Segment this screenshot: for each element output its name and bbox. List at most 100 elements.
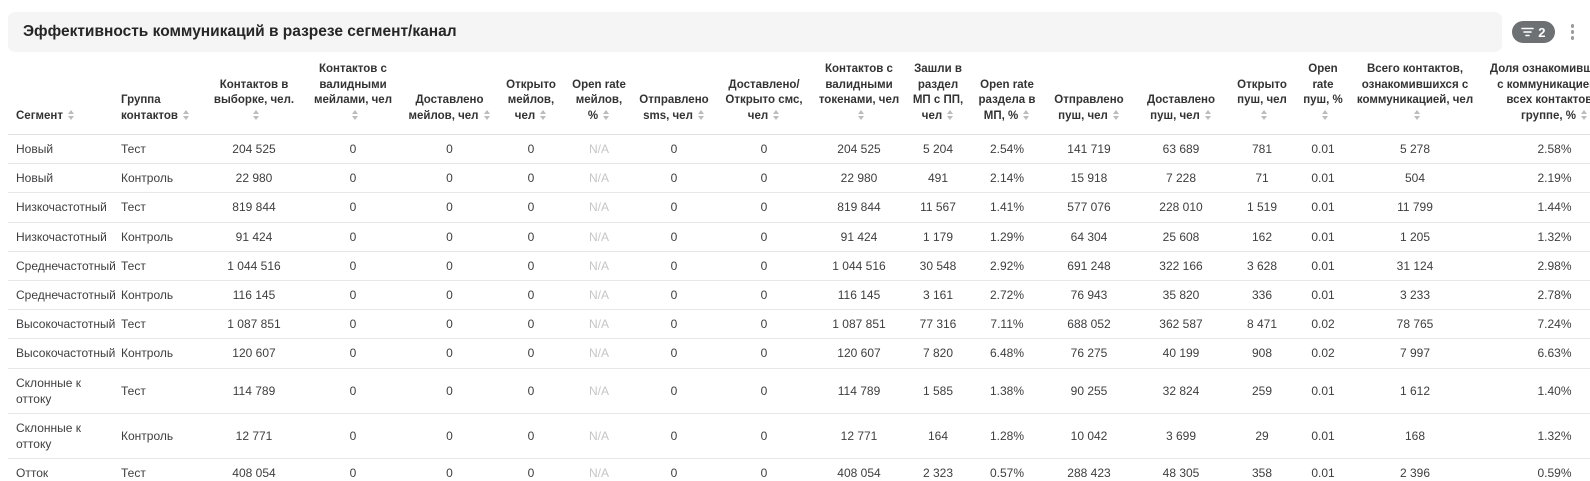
sort-icon[interactable] [697,109,705,120]
cell: Тест [116,192,204,223]
column-label: Доля ознакомившихся с коммуникацией от в… [1489,63,1590,122]
cell: 0.02 [1297,309,1349,340]
cell: 22 980 [813,163,905,194]
column-header-2[interactable]: Группа контактов [116,58,204,136]
cell: 2.54% [971,134,1043,165]
cell: 0 [304,222,402,252]
filter-badge-count: 2 [1538,24,1546,40]
sort-icon[interactable] [602,109,610,120]
segment-cell: Высокочастотный [8,338,116,369]
table-row: Среднечастотный Контроль 116 145 0 0 0 N/A 0 0 11… [8,280,1590,311]
cell: 1.44% [1481,192,1590,223]
cell: 0.57% [971,458,1043,481]
column-header-18[interactable]: Доля ознакомившихся с коммуникацией от в… [1481,58,1590,136]
column-header-7[interactable]: Open rate мейлов, % [565,58,633,136]
column-header-9[interactable]: Доставлено/Открыто смс, чел [715,58,813,136]
cell: 908 [1227,338,1297,369]
cell: 0 [715,163,813,194]
sort-icon[interactable] [1580,109,1588,120]
cell: 0 [402,413,497,460]
cell: 15 918 [1043,163,1135,194]
sort-icon[interactable] [67,109,75,120]
cell: Тест [116,251,204,282]
sort-icon[interactable] [1112,109,1120,120]
cell: 32 824 [1135,368,1227,414]
cell: N/A [565,280,633,311]
sort-icon[interactable] [857,109,865,120]
cell: 0 [497,192,565,223]
sort-icon[interactable] [483,109,491,120]
cell: 114 789 [813,368,905,414]
sort-icon[interactable] [1321,109,1329,120]
segment-cell: Новый [8,134,116,165]
cell: 0 [304,251,402,282]
cell: 0 [402,368,497,414]
cell: N/A [565,163,633,194]
table-row: Отток Тест 408 054 0 0 0 N/A 0 0 408 054 2 323 0.57… [8,458,1590,481]
cell: 1 087 851 [813,309,905,340]
cell: 0 [497,134,565,165]
column-header-8[interactable]: Отправлено sms, чел [633,58,715,136]
cell: 204 525 [204,134,304,165]
cell: 0 [633,163,715,194]
column-header-1[interactable]: Сегмент [8,58,116,136]
cell: 30 548 [905,251,971,282]
column-label: Open rate раздела в МП, % [978,78,1036,122]
column-header-3[interactable]: Контактов в выборке, чел. [204,58,304,136]
cell: 0 [304,280,402,311]
cell: 0 [715,413,813,460]
cell: 76 275 [1043,338,1135,369]
table-row: Низкочастотный Тест 819 844 0 0 0 N/A 0 0 819 844… [8,192,1590,223]
cell: 12 771 [204,413,304,460]
cell: 0 [497,251,565,282]
cell: 5 204 [905,134,971,165]
column-header-5[interactable]: Доставлено мейлов, чел [402,58,497,136]
cell: 0.59% [1481,458,1590,481]
cell: 6.63% [1481,338,1590,369]
kebab-menu-icon[interactable] [1565,21,1581,43]
column-header-14[interactable]: Доставлено пуш, чел [1135,58,1227,136]
cell: 116 145 [204,280,304,311]
column-header-16[interactable]: Open rate пуш, % [1297,58,1349,136]
sort-icon[interactable] [946,109,954,120]
sort-icon[interactable] [1022,109,1030,120]
cell: 228 010 [1135,192,1227,223]
sort-icon[interactable] [1260,109,1268,120]
cell: 0 [633,368,715,414]
segment-cell: Склонные к оттоку [8,368,116,414]
cell: 0 [402,251,497,282]
column-header-11[interactable]: Зашли в раздел МП с ПП, чел [905,58,971,136]
cell: 781 [1227,134,1297,165]
column-header-13[interactable]: Отправлено пуш, чел [1043,58,1135,136]
sort-icon[interactable] [351,109,359,120]
column-header-17[interactable]: Всего контактов, ознакомившихся с коммун… [1349,58,1481,136]
cell: 12 771 [813,413,905,460]
sort-icon[interactable] [252,109,260,120]
sort-icon[interactable] [772,109,780,120]
cell: 1 205 [1349,222,1481,252]
cell: N/A [565,368,633,414]
cell: 0 [715,368,813,414]
table-row: Высокочастотный Контроль 120 607 0 0 0 N/A 0 0 12… [8,338,1590,369]
cell: 3 699 [1135,413,1227,460]
column-header-12[interactable]: Open rate раздела в МП, % [971,58,1043,136]
cell: N/A [565,251,633,282]
cell: 0 [633,134,715,165]
widget-header: Эффективность коммуникаций в разрезе сег… [8,12,1580,52]
column-header-10[interactable]: Контактов с валидными токенами, чел [813,58,905,136]
filter-badge-button[interactable]: 2 [1512,21,1555,43]
column-header-15[interactable]: Открыто пуш, чел [1227,58,1297,136]
sort-icon[interactable] [1413,109,1421,120]
cell: 0 [715,134,813,165]
column-header-4[interactable]: Контактов с валидными мейлами, чел [304,58,402,136]
cell: 0 [402,192,497,223]
cell: 25 608 [1135,222,1227,252]
sort-icon[interactable] [1204,109,1212,120]
table-row: Склонные к оттоку Тест 114 789 0 0 0 N/A 0 0 114 … [8,368,1590,414]
cell: 3 161 [905,280,971,311]
sort-icon[interactable] [539,109,547,120]
cell: 2.78% [1481,280,1590,311]
sort-icon[interactable] [182,109,190,120]
cell: 3 233 [1349,280,1481,311]
column-header-6[interactable]: Открыто мейлов, чел [497,58,565,136]
